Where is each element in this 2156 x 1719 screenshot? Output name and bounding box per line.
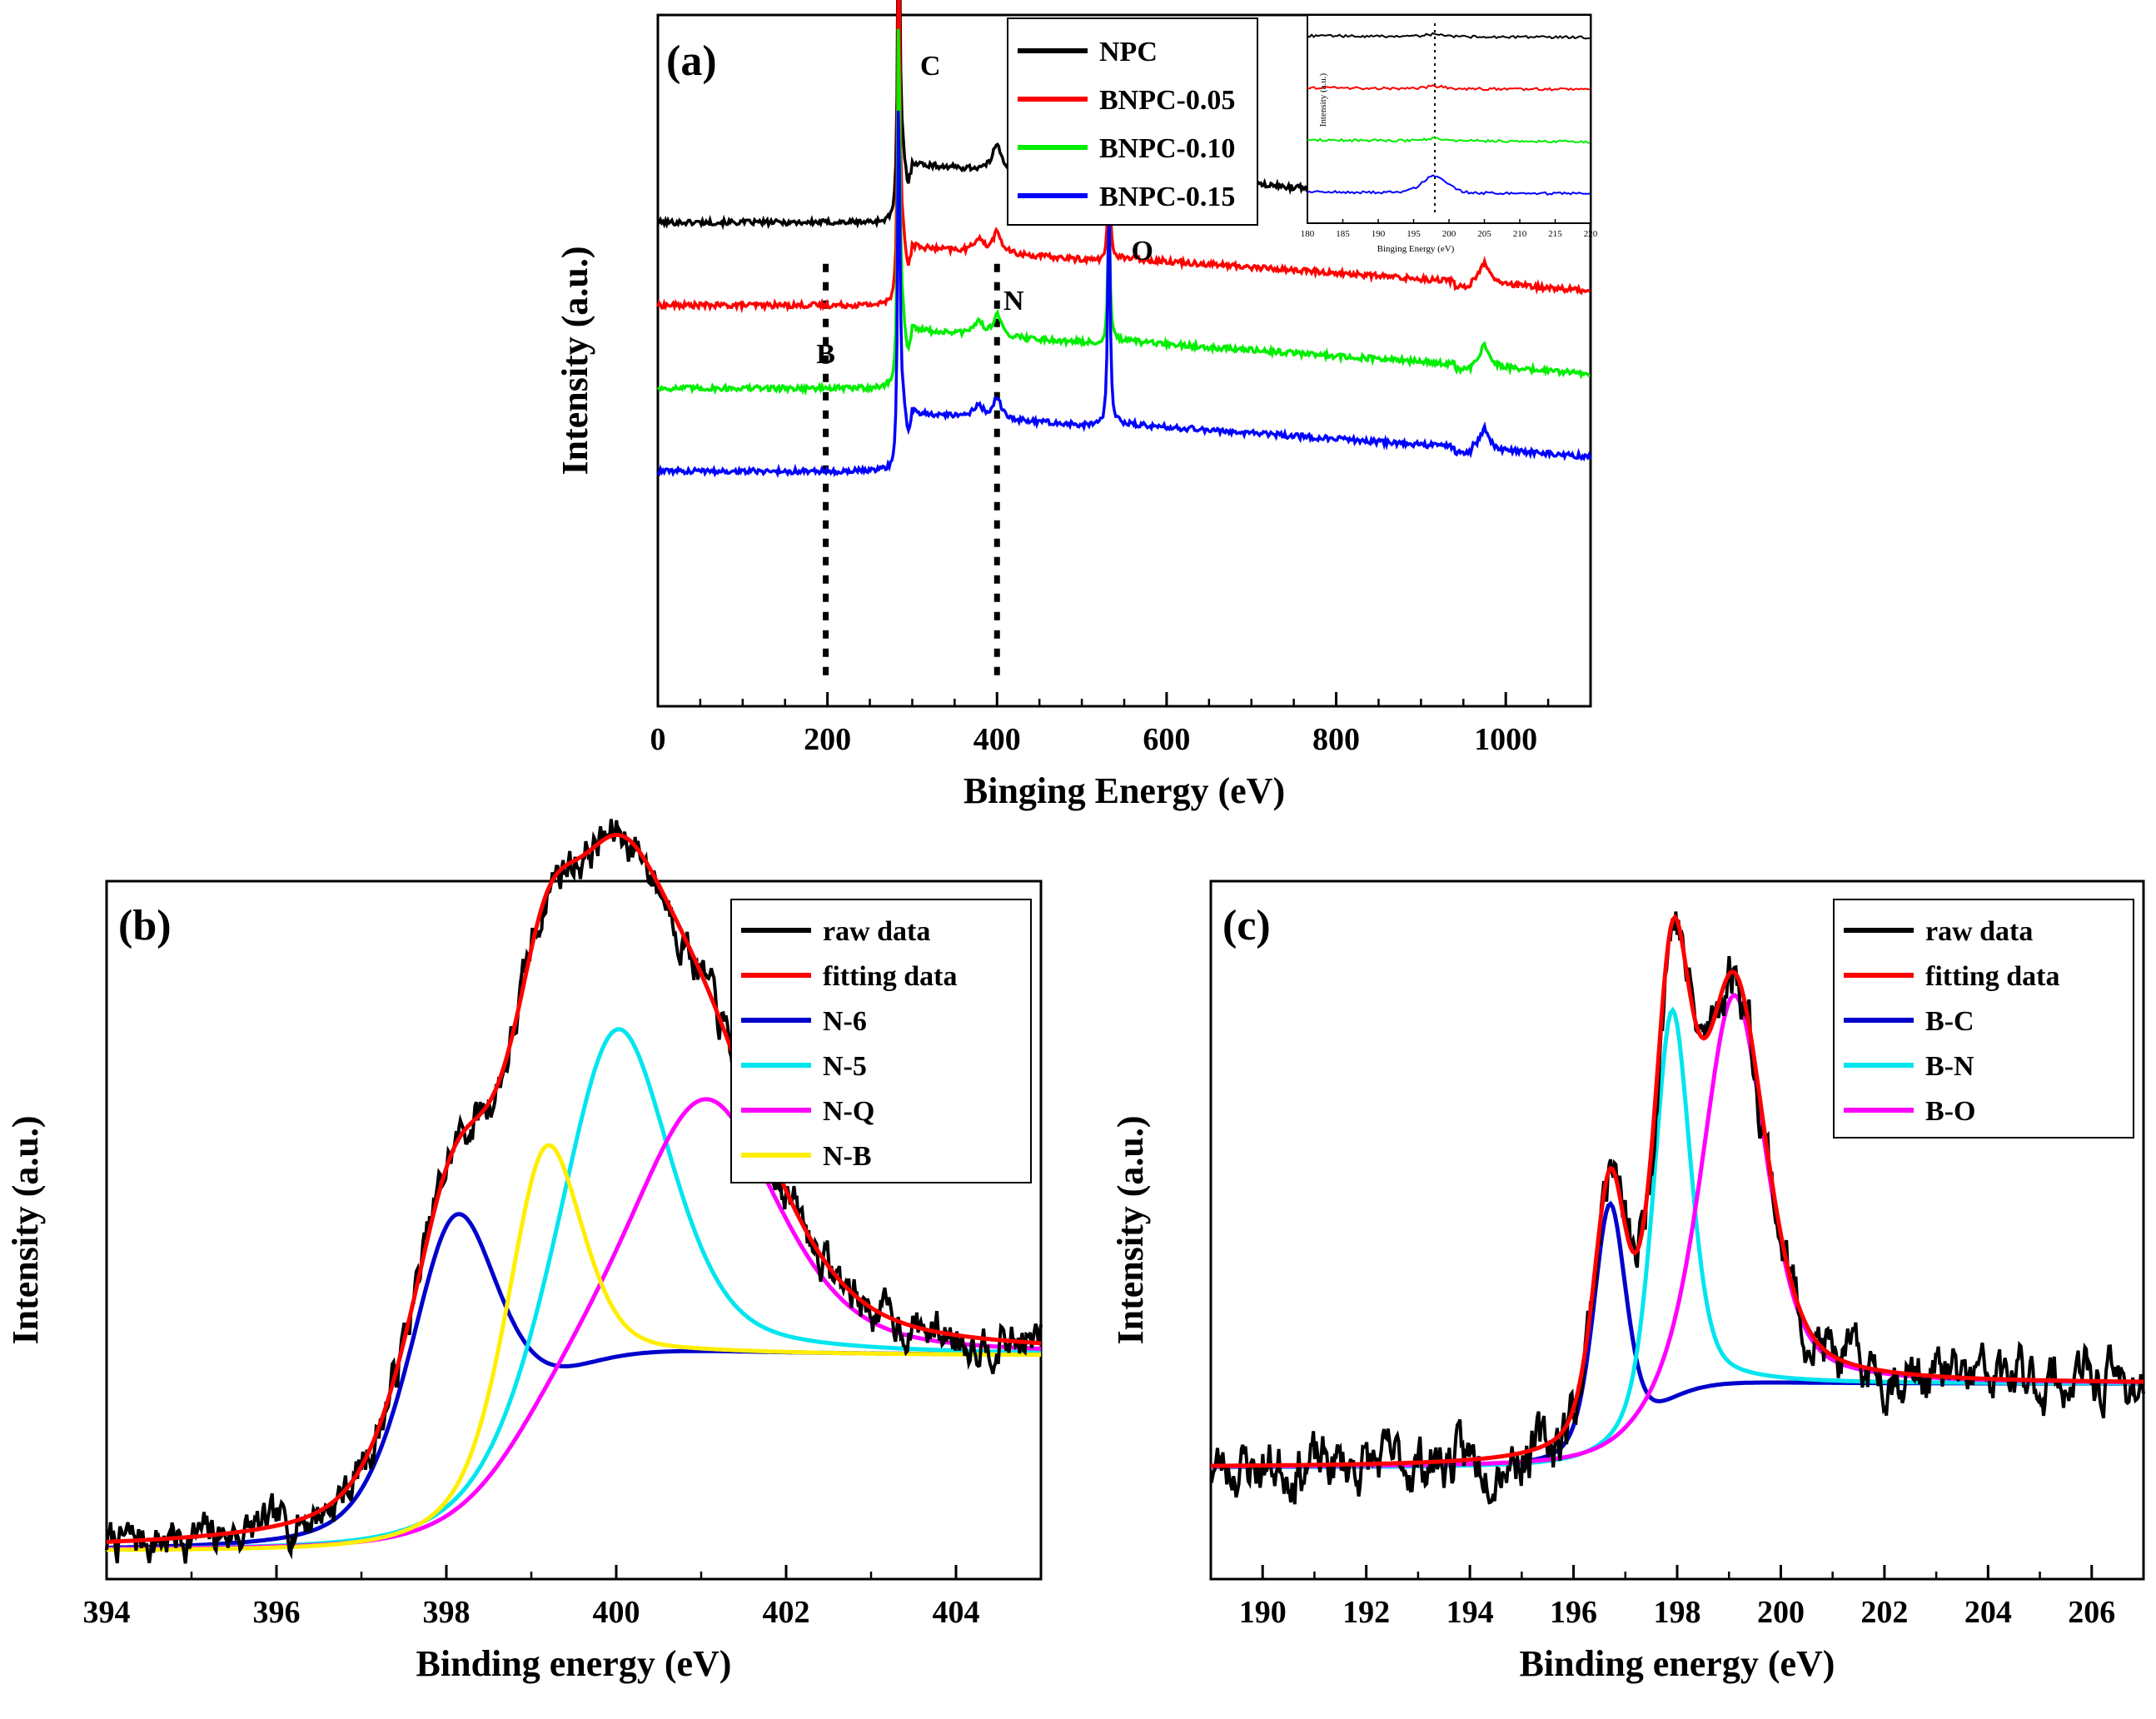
legend-a-box — [1007, 17, 1258, 226]
raw-data-line — [105, 819, 1043, 1564]
component-curve-b-c — [1211, 1200, 2144, 1470]
panel-label: (c) — [1222, 902, 1271, 949]
series-line-bnpc-0.15 — [656, 110, 1592, 478]
x-tick-label: 202 — [1860, 1595, 1908, 1630]
inset-x-tick-label: 215 — [1548, 229, 1562, 239]
component-curve-n-b — [106, 1143, 1042, 1552]
x-tick-label: 192 — [1342, 1595, 1390, 1630]
legend-b-box — [730, 899, 1032, 1183]
legend-a-label: NPC — [1099, 37, 1158, 67]
x-tick-label: 200 — [1757, 1595, 1805, 1630]
x-axis-label: Binging Energy (eV) — [963, 770, 1285, 811]
inset-x-tick-label: 195 — [1407, 229, 1421, 239]
peak-label: N — [1003, 286, 1024, 316]
fitting-data-line — [1211, 914, 2144, 1468]
legend-b-label: N-Q — [823, 1096, 874, 1127]
legend-a-label: BNPC-0.10 — [1099, 133, 1235, 164]
x-tick-label: 204 — [1964, 1595, 2012, 1630]
panel-c-chart: 190 192 194 196 198 200 202 204 206 Binding energ… — [1110, 879, 2145, 1684]
inset-series-line — [1307, 32, 1591, 40]
x-tick-label: 398 — [423, 1595, 471, 1630]
inset-series-line — [1307, 136, 1591, 144]
inset-frame — [1307, 14, 1591, 224]
legend-c-label: B-C — [1925, 1006, 1974, 1037]
inset-x-tick-label: 220 — [1584, 229, 1598, 239]
peak-label: O — [1131, 236, 1153, 267]
panel-label: (a) — [666, 37, 717, 85]
panel-a-chart: 0 200 400 600 800 1000 Binging Energy (eV) Inte… — [555, 0, 1598, 811]
inset-series-line — [1307, 174, 1591, 196]
legend-b-label: fitting data — [823, 961, 958, 992]
x-tick-label: 1000 — [1474, 722, 1537, 757]
x-tick-label: 400 — [973, 722, 1021, 757]
legend-b-label: N-5 — [823, 1051, 867, 1082]
x-tick-label: 402 — [763, 1595, 810, 1630]
y-axis-label: Intensity (a.u.) — [555, 246, 595, 475]
peak-label: B — [816, 339, 835, 370]
x-axis-label: Binding energy (eV) — [416, 1643, 732, 1684]
x-tick-label: 404 — [933, 1595, 980, 1630]
plot-frame — [105, 879, 1043, 1581]
inset-y-axis-label: Intensity (a.u.) — [1318, 72, 1328, 127]
inset-x-tick-label: 210 — [1513, 229, 1527, 239]
inset-x-axis-label: Binging Energy (eV) — [1377, 244, 1455, 254]
x-tick-label: 0 — [650, 722, 666, 757]
legend-b-label: N-6 — [823, 1006, 867, 1037]
legend-c-label: fitting data — [1925, 961, 2060, 992]
inset-x-tick-label: 200 — [1442, 229, 1456, 239]
x-tick-label: 196 — [1550, 1595, 1597, 1630]
x-tick-label: 206 — [2068, 1595, 2115, 1630]
x-tick-label: 400 — [593, 1595, 640, 1630]
panel-label: (b) — [118, 902, 172, 949]
series-line-bnpc-0.05 — [656, 0, 1591, 314]
y-axis-label: Intensity (a.u.) — [1110, 1115, 1151, 1344]
inset-series-line — [1307, 84, 1591, 92]
legend-a-label: BNPC-0.05 — [1099, 85, 1235, 116]
inset-x-tick-label: 180 — [1301, 229, 1315, 239]
inset-x-tick-label: 185 — [1336, 229, 1350, 239]
peak-label: C — [920, 51, 941, 82]
component-curve-n-6 — [107, 1212, 1041, 1550]
x-tick-label: 194 — [1446, 1595, 1494, 1630]
legend-b-label: N-B — [823, 1141, 872, 1172]
legend-c-label: B-O — [1925, 1096, 1975, 1127]
x-tick-label: 190 — [1239, 1595, 1287, 1630]
panel-b-chart: 394 396 398 400 402 404 Binding energy (eV) Int… — [5, 819, 1043, 1684]
inset-x-tick-label: 205 — [1477, 229, 1491, 239]
legend-a-label: BNPC-0.15 — [1099, 182, 1235, 212]
fitting-data-line — [106, 833, 1042, 1544]
legend-c-label: B-N — [1925, 1051, 1974, 1082]
x-tick-label: 200 — [804, 722, 851, 757]
y-axis-label: Intensity (a.u.) — [5, 1115, 46, 1344]
series-line-bnpc-0.10 — [656, 28, 1591, 396]
x-tick-label: 394 — [83, 1595, 131, 1630]
legend-b-label: raw data — [823, 916, 930, 947]
inset-x-tick-label: 190 — [1372, 229, 1386, 239]
x-tick-label: 396 — [253, 1595, 301, 1630]
x-axis-label: Binding energy (eV) — [1520, 1643, 1835, 1684]
legend-c-label: raw data — [1925, 916, 2033, 947]
x-tick-label: 600 — [1143, 722, 1190, 757]
raw-data-line — [1209, 911, 2145, 1505]
x-tick-label: 198 — [1654, 1595, 1701, 1630]
x-tick-label: 800 — [1312, 722, 1360, 757]
